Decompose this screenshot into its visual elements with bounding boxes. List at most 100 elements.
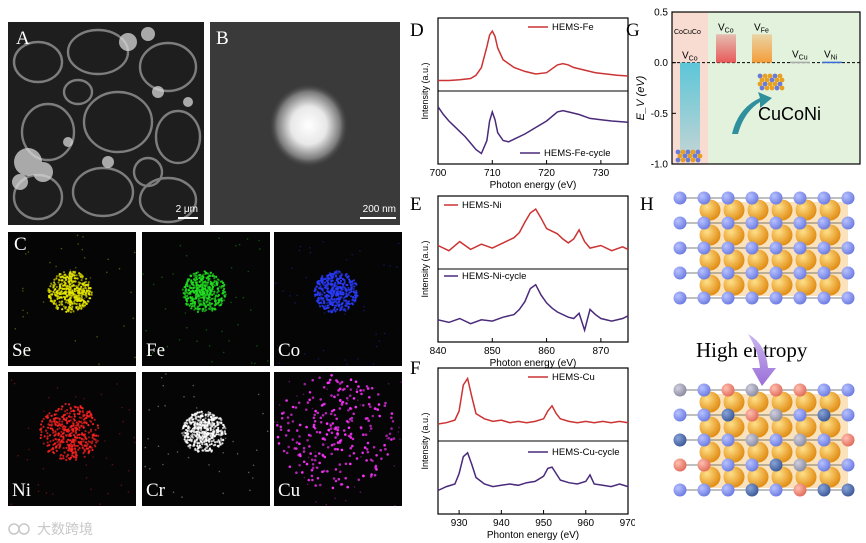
lattice-atom-large: [723, 274, 745, 296]
lattice-atom-small: [673, 408, 687, 422]
lattice-atom-small: [673, 191, 687, 205]
y-tick-label: -1.0: [651, 160, 669, 171]
x-tick-label: 840: [430, 346, 447, 357]
xas-chart-cu: HEMS-Cu HEMS-Cu-cycle 930 940 950 960 970 Phont…: [420, 367, 635, 540]
lattice-atom-small: [721, 216, 735, 230]
lattice-atom-large: [723, 416, 745, 438]
series-line-hems-fe: [438, 29, 629, 82]
lattice-atom-large: [819, 274, 841, 296]
lattice-atom-small: [721, 383, 735, 397]
vacancy-bar-1: [716, 34, 736, 63]
lattice-atom-small: [793, 433, 807, 447]
panel-letter-b: B: [216, 28, 229, 49]
y-axis-label: Intensity (a.u.): [420, 62, 430, 119]
lattice-atom-small: [817, 483, 831, 497]
x-axis-label: Phonton energy (eV): [487, 530, 579, 540]
x-tick-label: 850: [484, 346, 501, 357]
tem-image-b-particle: [269, 83, 396, 219]
lattice-atom-small: [697, 191, 711, 205]
x-tick-label: 730: [593, 168, 610, 179]
lattice-atom-small: [769, 483, 783, 497]
lattice-atom-small: [697, 291, 711, 305]
lattice-atom-large: [747, 249, 769, 271]
panel-letter-h: H: [640, 194, 654, 215]
x-tick-label: 720: [538, 168, 555, 179]
lattice-atom-large: [747, 224, 769, 246]
legend-entry: HEMS-Ni-cycle: [462, 271, 526, 282]
lattice-atom-small: [769, 241, 783, 255]
xas-chart-fe: HEMS-Fe HEMS-Fe-cycle 700 710 720 730 Photon e…: [420, 17, 629, 191]
lattice-atom-small: [793, 216, 807, 230]
lattice-atom-small: [817, 191, 831, 205]
lattice-atom-large: [795, 391, 817, 413]
tem-scale-bar-a: 2 μm: [175, 204, 198, 215]
lattice-atom-small: [793, 458, 807, 472]
lattice-atom-small: [841, 433, 855, 447]
legend-entry: HEMS-Ni: [462, 200, 502, 211]
watermark-logo: 大数跨境: [8, 519, 93, 539]
vacancy-bar-0: [680, 62, 700, 156]
lattice-atom-small: [817, 383, 831, 397]
y-tick-label: 0.0: [654, 58, 668, 69]
lattice-atom-small: [697, 216, 711, 230]
legend-entry: HEMS-Cu: [552, 372, 595, 383]
vacancy-bar-2: [752, 34, 772, 63]
lattice-atom-large: [699, 441, 721, 463]
lattice-atom-small: [841, 191, 855, 205]
eds-map-ni: Ni: [8, 372, 136, 506]
vacancy-bar-4: [822, 61, 842, 64]
lattice-atom-small: [769, 433, 783, 447]
legend-entry: HEMS-Fe-cycle: [544, 148, 611, 159]
eds-map-co: Co: [274, 232, 402, 366]
lattice-atom-small: [673, 241, 687, 255]
lattice-atom-small: [673, 216, 687, 230]
lattice-atom-small: [697, 408, 711, 422]
lattice-atom-small: [841, 266, 855, 280]
lattice-atom-small: [745, 383, 759, 397]
eds-map-label: Cr: [146, 480, 165, 501]
lattice-atom-small: [841, 408, 855, 422]
lattice-atom-small: [697, 241, 711, 255]
lattice-atom-small: [721, 266, 735, 280]
eds-map-cr: Cr: [142, 372, 270, 506]
xas-chart-ni: HEMS-Ni HEMS-Ni-cycle 840 850 860 870 Photon e…: [420, 195, 629, 368]
x-tick-label: 930: [451, 518, 468, 529]
lattice-atom-large: [699, 391, 721, 413]
lattice-atom-large: [723, 441, 745, 463]
eds-map-cu: Cu: [274, 372, 402, 506]
lattice-atom-small: [817, 458, 831, 472]
lattice-atom-large: [771, 224, 793, 246]
lattice-atom-large: [771, 274, 793, 296]
eds-map-label: Ni: [12, 480, 31, 501]
inset-label: CuCoNi: [758, 104, 821, 124]
x-tick-label: 960: [577, 518, 594, 529]
eds-map-label: Fe: [146, 340, 165, 361]
lattice-atom-small: [721, 483, 735, 497]
lattice-atom-small: [673, 433, 687, 447]
lattice-atom-small: [745, 433, 759, 447]
lattice-atom-small: [817, 266, 831, 280]
panel-letter-g: G: [626, 20, 640, 41]
tem-scale-bar-b: 200 nm: [362, 204, 396, 215]
lattice-atom-large: [819, 441, 841, 463]
lattice-atom-small: [841, 483, 855, 497]
x-tick-label: 950: [535, 518, 552, 529]
lattice-atom-small: [697, 266, 711, 280]
y-tick-label: -0.5: [651, 109, 669, 120]
series-line-hems-cu-cycle: [437, 451, 629, 492]
y-axis-label: Intensity (a.u.): [420, 240, 430, 297]
lattice-atom-small: [697, 458, 711, 472]
lattice-atom-small: [841, 216, 855, 230]
vacancy-bar-3: [790, 61, 810, 64]
x-tick-label: 860: [538, 346, 555, 357]
lattice-atom-large: [699, 199, 721, 221]
lattice-structure-high-entropy: [673, 383, 855, 497]
lattice-atom-small: [673, 458, 687, 472]
y-tick-label: 0.5: [654, 8, 668, 19]
lattice-atom-large: [819, 249, 841, 271]
lattice-atom-small: [793, 191, 807, 205]
lattice-atom-small: [817, 241, 831, 255]
lattice-atom-small: [793, 266, 807, 280]
lattice-atom-small: [769, 408, 783, 422]
lattice-atom-large: [819, 224, 841, 246]
